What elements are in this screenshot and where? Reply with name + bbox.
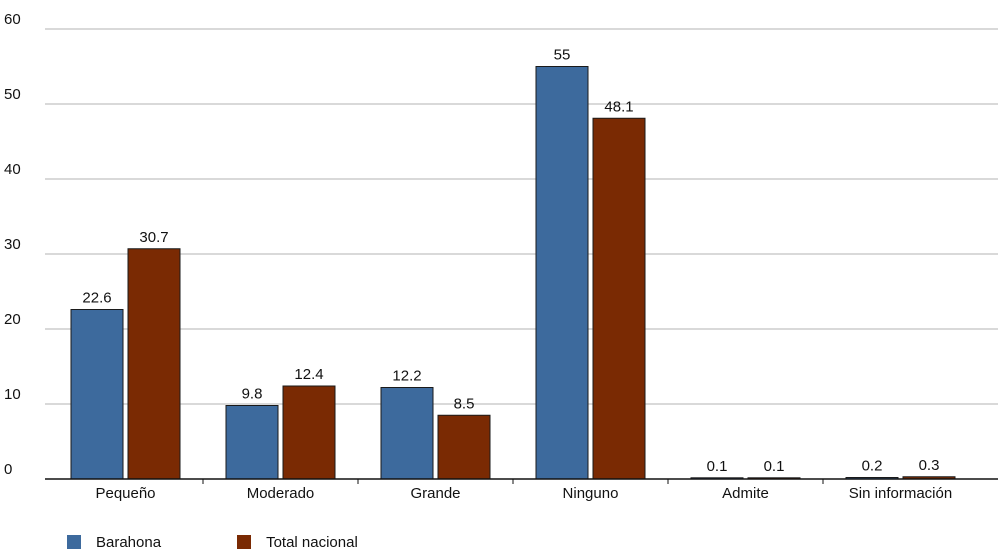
- x-tick-label: Moderado: [247, 485, 315, 502]
- legend-label-barahona: Barahona: [96, 533, 162, 551]
- gridlines: [45, 28, 998, 405]
- y-tick-label: 50: [4, 86, 21, 103]
- legend-label-total-nacional: Total nacional: [266, 533, 358, 551]
- data-label: 12.2: [392, 368, 421, 385]
- bar-total-nacional: [127, 248, 181, 480]
- bars: [70, 66, 956, 480]
- y-tick-label: 10: [4, 386, 21, 403]
- y-tick-label: 30: [4, 236, 21, 253]
- data-label: 55: [554, 47, 571, 64]
- data-labels: 22.6 30.7 9.8 12.4 12.2 8.5 55 48.1 0.1 0.1 0.2 0.3: [82, 47, 939, 475]
- legend-swatch-total-nacional: [237, 535, 252, 549]
- data-label: 0.1: [764, 458, 785, 475]
- data-label: 0.3: [919, 457, 940, 474]
- bar-total-nacional: [592, 117, 646, 480]
- data-label: 9.8: [242, 386, 263, 403]
- x-tick-label: Pequeño: [95, 485, 155, 502]
- x-tick-label: Ninguno: [563, 485, 619, 502]
- axes: 0 10 20 30 40 50 60 Pequeño Moderado Grande Ningun…: [4, 11, 998, 502]
- legend-item-total-nacional: Total nacional: [237, 534, 358, 551]
- bar-barahona: [225, 405, 279, 480]
- x-tick-label: Grande: [410, 485, 460, 502]
- legend-item-barahona: Barahona: [67, 534, 161, 551]
- data-label: 48.1: [604, 98, 633, 115]
- bar-barahona: [380, 387, 434, 480]
- data-label: 12.4: [294, 366, 323, 383]
- legend: Barahona Total nacional: [67, 533, 434, 551]
- bar-total-nacional: [437, 414, 491, 480]
- data-label: 8.5: [454, 395, 475, 412]
- x-tick-label: Admite: [722, 485, 769, 502]
- y-tick-label: 60: [4, 11, 21, 28]
- data-label: 22.6: [82, 290, 111, 307]
- data-label: 0.1: [707, 458, 728, 475]
- bar-barahona: [535, 66, 589, 480]
- y-tick-label: 0: [4, 461, 12, 478]
- data-label: 0.2: [862, 458, 883, 475]
- x-tick-label: Sin información: [849, 485, 952, 502]
- bar-total-nacional: [282, 385, 336, 480]
- legend-swatch-barahona: [67, 535, 81, 549]
- y-tick-label: 40: [4, 161, 21, 178]
- data-label: 30.7: [139, 229, 168, 246]
- bar-barahona: [70, 309, 124, 480]
- y-tick-label: 20: [4, 311, 21, 328]
